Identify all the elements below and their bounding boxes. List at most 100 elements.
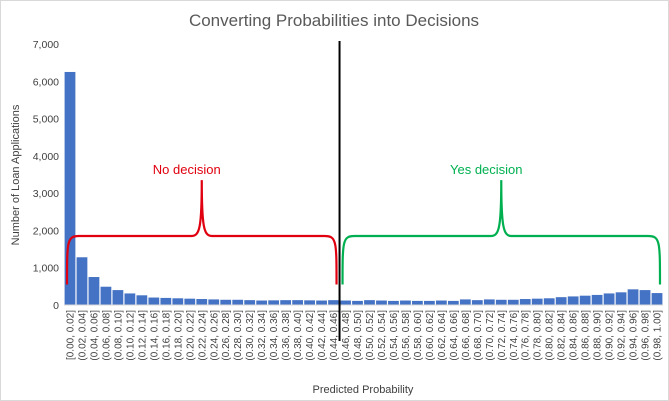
bar (352, 300, 363, 305)
x-tick-label: (0.78, 0.80] (533, 310, 544, 361)
bar (184, 298, 196, 305)
bar (639, 290, 651, 305)
bar (328, 300, 339, 305)
bar (124, 293, 136, 305)
y-tick-label: 4,000 (33, 151, 59, 163)
bar (280, 300, 292, 305)
bar (100, 286, 112, 305)
bar (519, 299, 531, 305)
bar (304, 300, 315, 305)
x-tick-label: (0.44, 0.46] (329, 310, 340, 361)
bar (340, 300, 351, 305)
x-tick-label: (0.28, 0.30] (233, 310, 244, 361)
y-tick-label: 5,000 (33, 114, 59, 126)
bar (543, 298, 555, 305)
bar (423, 300, 435, 305)
x-tick-label: (0.90, 0.92] (605, 310, 616, 361)
x-tick-label: (0.98, 1.00] (653, 310, 664, 361)
bar (435, 300, 447, 305)
bar (244, 300, 256, 305)
bar (148, 297, 160, 305)
x-tick-label: (0.60, 0.62] (425, 310, 436, 361)
bar (292, 300, 304, 305)
x-tick-label: (0.82, 0.84] (557, 310, 568, 361)
x-tick-label: (0.54, 0.56] (389, 310, 400, 361)
bar (112, 290, 124, 305)
x-tick-label: (0.64, 0.66] (449, 310, 460, 361)
bar (447, 300, 459, 305)
x-tick-label: (0.06, 0.08] (101, 310, 112, 361)
bar (459, 299, 471, 305)
bar (412, 300, 423, 305)
bar (400, 300, 411, 305)
bar (591, 294, 603, 305)
x-tick-label: (0.30, 0.32] (245, 310, 256, 361)
x-tick-label: (0.36, 0.38] (281, 310, 292, 361)
bar (603, 293, 615, 305)
x-tick-label: (0.58, 0.60] (413, 310, 424, 361)
bar (471, 300, 483, 305)
x-tick-label: (0.72, 0.74] (497, 310, 508, 361)
x-tick-label: (0.32, 0.34] (257, 310, 268, 361)
bar (651, 293, 663, 305)
x-tick-label: (0.22, 0.24] (197, 310, 208, 361)
x-tick-label: (0.14, 0.16] (149, 310, 160, 361)
x-tick-label: (0.74, 0.76] (509, 310, 520, 361)
bar (579, 295, 591, 305)
x-tick-label: (0.52, 0.54] (377, 310, 388, 361)
x-tick-label: (0.62, 0.64] (437, 310, 448, 361)
x-tick-label: (0.38, 0.40] (293, 310, 304, 361)
bar (627, 289, 639, 305)
x-tick-label: (0.70, 0.72] (485, 310, 496, 361)
bar (483, 299, 495, 305)
x-axis-ticks: [0.00, 0.02] (0.02, 0.04] (0.04, 0.06] (0.0… (65, 310, 663, 361)
bars (64, 71, 663, 305)
bar (88, 277, 100, 305)
bar (196, 299, 208, 305)
x-tick-label: (0.76, 0.78] (521, 310, 532, 361)
x-tick-label: (0.02, 0.04] (77, 310, 88, 361)
x-tick-label: (0.48, 0.50] (353, 310, 364, 361)
bar (160, 297, 172, 305)
y-tick-label: 7,000 (33, 39, 59, 51)
y-axis-ticks: 0 1,000 2,000 3,000 4,000 5,000 6,000 7,000 (33, 39, 59, 312)
bar (495, 299, 507, 305)
bar (172, 298, 184, 305)
bar (76, 257, 88, 305)
decision-label: Yes decision (450, 162, 523, 177)
y-tick-label: 3,000 (33, 188, 59, 200)
x-tick-label: (0.20, 0.22] (185, 310, 196, 361)
x-tick-label: (0.88, 0.90] (593, 310, 604, 361)
x-tick-label: (0.94, 0.96] (629, 310, 640, 361)
y-tick-label: 0 (53, 300, 59, 312)
y-tick-label: 2,000 (33, 225, 59, 237)
x-tick-label: (0.66, 0.68] (461, 310, 472, 361)
bar (376, 300, 387, 305)
bar (364, 300, 375, 305)
x-tick-label: (0.96, 0.98] (641, 310, 652, 361)
bar (388, 300, 399, 305)
bar (136, 295, 148, 305)
y-axis-title: Number of Loan Applications (10, 104, 22, 245)
decision-brace (341, 180, 662, 285)
x-tick-label: (0.10, 0.12] (125, 310, 136, 361)
x-tick-label: (0.40, 0.42] (305, 310, 316, 361)
bar (507, 299, 519, 305)
x-tick-label: (0.16, 0.18] (161, 310, 172, 361)
bar (316, 300, 327, 305)
x-tick-label: (0.12, 0.14] (137, 310, 148, 361)
bar (531, 298, 543, 305)
x-tick-label: (0.56, 0.58] (401, 310, 412, 361)
bar (220, 299, 232, 305)
y-tick-label: 6,000 (33, 76, 59, 88)
decision-label: No decision (153, 162, 221, 177)
bar (256, 300, 268, 305)
decision-braces: No decision Yes decision (65, 162, 662, 285)
bar (208, 299, 220, 305)
x-tick-label: (0.80, 0.82] (545, 310, 556, 361)
x-tick-label: (0.04, 0.06] (89, 310, 100, 361)
x-tick-label: (0.46, 0.48] (341, 310, 352, 361)
x-tick-label: (0.42, 0.44] (317, 310, 328, 361)
